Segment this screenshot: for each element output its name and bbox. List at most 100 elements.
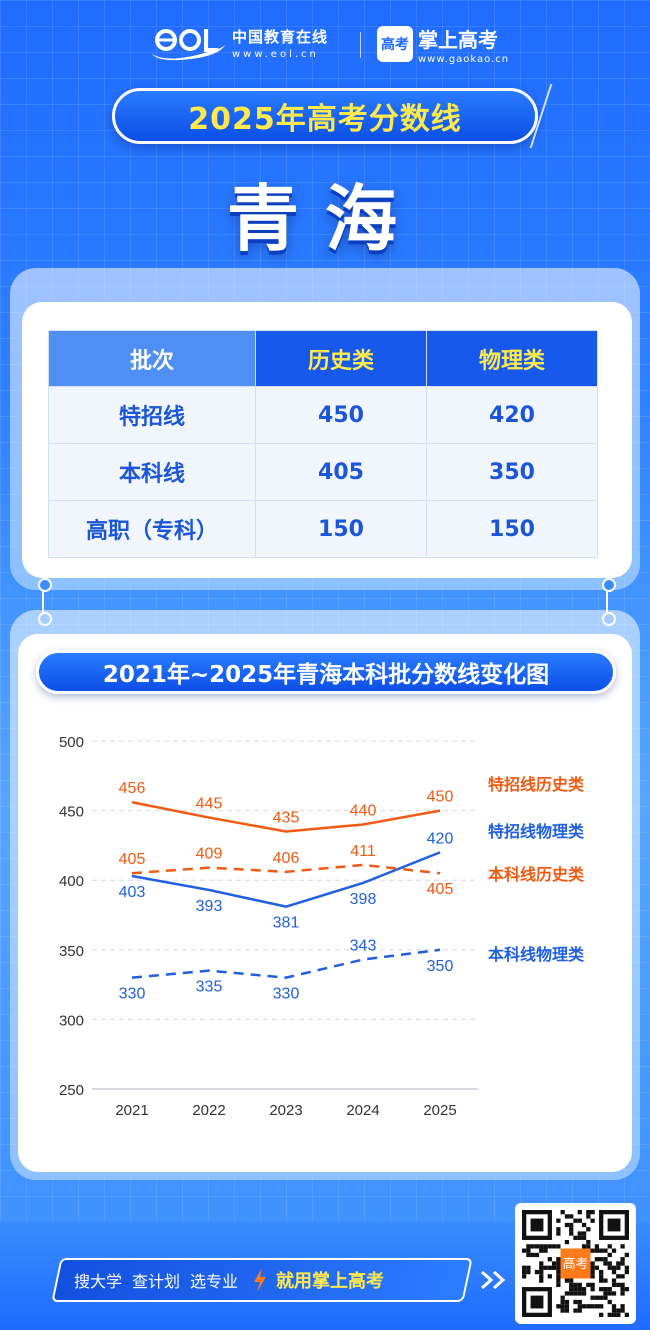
qr-module <box>573 1287 578 1292</box>
chart-title-banner: 2021年~2025年青海本科批分数线变化图 <box>36 650 616 694</box>
qr-module <box>594 1257 600 1262</box>
row-batch: 特招线 <box>48 386 256 444</box>
qr-module <box>599 1274 604 1279</box>
qr-module <box>599 1295 604 1300</box>
qr-module <box>526 1269 531 1275</box>
qr-module <box>547 1274 552 1279</box>
qr-module <box>590 1269 595 1275</box>
qr-module <box>577 1282 582 1288</box>
qr-module <box>616 1312 621 1317</box>
row-batch: 本科线 <box>48 443 256 501</box>
qr-module <box>564 1308 570 1313</box>
qr-module <box>526 1252 531 1258</box>
legend-entry: 特招线历史类 <box>488 775 585 794</box>
qr-module <box>522 1265 527 1270</box>
data-label: 398 <box>350 891 377 908</box>
data-label: 406 <box>273 850 300 867</box>
qr-module <box>603 1278 608 1283</box>
header-physics: 物理类 <box>426 330 598 387</box>
qr-module <box>547 1244 552 1249</box>
qr-module <box>526 1248 531 1253</box>
qr-module <box>569 1291 574 1296</box>
qr-module <box>569 1278 574 1283</box>
qr-module <box>530 1244 535 1249</box>
qr-module <box>581 1222 587 1228</box>
row-history: 405 <box>255 443 427 501</box>
qr-module <box>599 1312 604 1317</box>
qr-module <box>620 1304 625 1309</box>
row-physics: 150 <box>426 500 598 558</box>
qr-module <box>573 1291 578 1296</box>
qr-code-icon: 高考 <box>522 1210 629 1317</box>
qr-module <box>603 1261 608 1266</box>
qr-module <box>607 1312 612 1317</box>
qr-module <box>577 1304 582 1309</box>
logo-divider <box>360 32 361 58</box>
gaokao-url: www.gaokao.cn <box>418 54 510 65</box>
qr-module <box>590 1248 595 1253</box>
qr-module <box>599 1287 604 1292</box>
qr-module <box>564 1291 570 1296</box>
qr-badge: 高考 <box>563 1256 589 1272</box>
qr-module <box>607 1252 612 1258</box>
qr-module <box>620 1274 625 1279</box>
qr-module <box>590 1261 595 1266</box>
slogan-item-plan: 查计划 <box>132 1272 181 1291</box>
qr-module <box>573 1235 578 1240</box>
qr-module <box>530 1218 544 1232</box>
qr-module <box>590 1287 595 1292</box>
qr-module <box>560 1299 565 1305</box>
qr-module <box>556 1265 561 1270</box>
qr-module <box>539 1278 544 1283</box>
qr-module <box>564 1304 570 1309</box>
qr-module <box>620 1287 625 1292</box>
header-logos: 中国教育在线 www.eol.cn 高考 掌上高考 www.gaokao.cn <box>0 22 650 66</box>
qr-module <box>543 1248 548 1253</box>
data-label: 335 <box>196 979 223 996</box>
x-tick-label: 2024 <box>346 1102 379 1119</box>
header-history: 历史类 <box>255 330 427 387</box>
data-label: 330 <box>273 986 300 1003</box>
qr-module <box>564 1214 570 1219</box>
qr-module <box>569 1231 574 1236</box>
qr-module <box>590 1274 595 1279</box>
qr-module <box>616 1265 621 1270</box>
gaokao-name: 掌上高考 <box>418 28 498 52</box>
qr-module <box>526 1244 531 1249</box>
gaokao-logo-icon: 高考 <box>377 26 413 62</box>
data-label: 435 <box>273 809 300 826</box>
qr-module <box>607 1218 621 1232</box>
qr-module <box>603 1291 608 1296</box>
qr-module <box>556 1227 561 1232</box>
data-label: 420 <box>427 830 454 847</box>
data-label: 409 <box>196 846 223 863</box>
qr-module <box>569 1227 574 1232</box>
qr-module <box>577 1235 582 1240</box>
qr-module <box>611 1308 617 1313</box>
qr-module <box>616 1308 621 1313</box>
qr-module <box>560 1210 565 1215</box>
qr-module <box>569 1282 574 1288</box>
qr-module <box>581 1235 587 1240</box>
qr-module <box>603 1257 608 1262</box>
qr-code[interactable]: 高考 <box>515 1203 636 1324</box>
qr-module <box>581 1304 587 1309</box>
y-tick-label: 450 <box>59 804 84 821</box>
qr-module <box>616 1261 621 1266</box>
qr-module <box>620 1308 625 1313</box>
qr-module <box>556 1244 561 1249</box>
qr-module <box>624 1287 629 1292</box>
qr-module <box>607 1287 612 1292</box>
data-label: 350 <box>427 958 454 975</box>
qr-module <box>607 1291 612 1296</box>
qr-module <box>560 1308 565 1313</box>
qr-module <box>573 1282 578 1288</box>
qr-module <box>539 1248 544 1253</box>
data-label: 450 <box>427 789 454 806</box>
legend-entry: 特招线物理类 <box>488 822 585 841</box>
qr-module <box>569 1214 574 1219</box>
qr-module <box>607 1244 612 1249</box>
page-title: 2025年高考分数线 <box>188 102 462 137</box>
qr-module <box>556 1274 561 1279</box>
qr-module <box>599 1304 604 1309</box>
